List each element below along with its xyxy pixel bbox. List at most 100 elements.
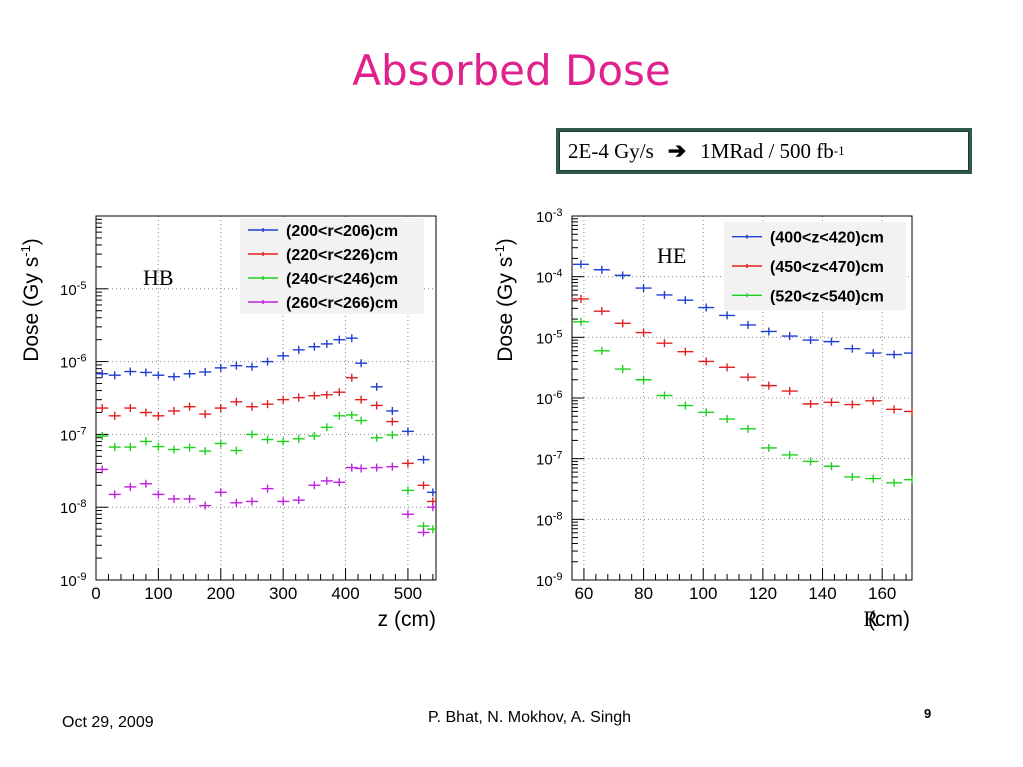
- x-tick-label: 120: [749, 584, 777, 603]
- data-point: [677, 296, 694, 305]
- data-point: [167, 494, 180, 503]
- data-point: [593, 346, 610, 355]
- x-tick-label: 60: [574, 584, 593, 603]
- y-axis-label-main: Dose (Gy s: [494, 257, 517, 362]
- data-point: [230, 361, 243, 370]
- data-point: [96, 404, 109, 413]
- data-point: [139, 479, 152, 488]
- data-point: [698, 408, 715, 417]
- x-tick-label: 200: [207, 584, 235, 603]
- y-axis-label-sup: -1: [492, 245, 507, 257]
- y-tick-base: 10: [60, 282, 77, 299]
- y-tick-label: 10-4: [536, 268, 562, 287]
- footer-authors: P. Bhat, N. Mokhov, A. Singh: [428, 709, 632, 726]
- x-tick-label: 100: [689, 584, 717, 603]
- note-sup: -1: [833, 143, 845, 158]
- data-point: [183, 494, 196, 503]
- data-point: [199, 447, 212, 456]
- data-point: [401, 427, 414, 436]
- data-point: [230, 397, 243, 406]
- right-arrow-icon: ➔: [667, 138, 687, 163]
- note-prefix: 2E-4 Gy/s: [568, 138, 654, 163]
- y-axis-label: Dose (Gy s-1): [492, 238, 517, 362]
- y-tick-exponent: -6: [77, 353, 87, 365]
- data-point: [426, 488, 436, 497]
- data-point: [904, 407, 913, 416]
- data-point: [677, 347, 694, 356]
- data-point: [823, 337, 840, 346]
- panel-label: HE: [657, 243, 686, 268]
- data-point: [333, 478, 346, 487]
- legend-label: (260<r<266)cm: [286, 295, 398, 312]
- data-point: [320, 423, 333, 432]
- data-point: [345, 463, 358, 472]
- data-point: [426, 525, 436, 534]
- data-point: [698, 303, 715, 312]
- data-point: [739, 424, 756, 433]
- conversion-note: 2E-4 Gy/s ➔ 1MRad / 500 fb -1: [559, 131, 969, 171]
- data-point: [199, 410, 212, 419]
- conversion-note-box: 2E-4 Gy/s ➔ 1MRad / 500 fb -1: [556, 128, 972, 174]
- data-point: [802, 336, 819, 345]
- data-point: [719, 415, 736, 424]
- data-point: [183, 443, 196, 452]
- data-point: [417, 528, 430, 537]
- data-point: [108, 443, 121, 452]
- data-point: [656, 391, 673, 400]
- data-point: [802, 457, 819, 466]
- x-tick-label: 300: [269, 584, 297, 603]
- data-point: [124, 443, 137, 452]
- legend-label: (400<z<420)cm: [770, 230, 884, 247]
- panel-label: HB: [143, 265, 174, 290]
- y-tick-exponent: -6: [553, 389, 563, 401]
- y-tick-label: 10-8: [536, 510, 562, 529]
- data-point: [230, 446, 243, 455]
- data-point: [401, 459, 414, 468]
- data-point: [886, 478, 903, 487]
- y-tick-exponent: -9: [77, 571, 87, 583]
- y-tick-base: 10: [60, 355, 77, 372]
- data-point: [370, 433, 383, 442]
- plot-frame: [95, 215, 437, 581]
- data-point: [261, 484, 274, 493]
- y-tick-base: 10: [536, 573, 553, 590]
- data-point: [245, 362, 258, 371]
- legend-label: (220<r<226)cm: [286, 247, 398, 264]
- data-point: [370, 463, 383, 472]
- data-point: [108, 371, 121, 380]
- data-point: [844, 400, 861, 409]
- note-text: 1MRad / 500 fb: [700, 138, 834, 163]
- data-point: [96, 369, 109, 378]
- data-point: [152, 411, 165, 420]
- data-point: [124, 482, 137, 491]
- data-point: [865, 349, 882, 358]
- data-point: [781, 450, 798, 459]
- data-point: [802, 399, 819, 408]
- y-tick-label: 10-7: [536, 450, 562, 469]
- y-tick-base: 10: [536, 512, 553, 529]
- legend-label: (520<z<540)cm: [770, 288, 884, 305]
- y-axis-label-sup: -1: [18, 245, 33, 257]
- y-tick-label: 10-9: [536, 571, 562, 590]
- data-point: [96, 465, 109, 474]
- data-point: [152, 442, 165, 451]
- data-point: [823, 462, 840, 471]
- y-tick-base: 10: [536, 391, 553, 408]
- data-point: [614, 271, 631, 280]
- x-tick-label: 100: [144, 584, 172, 603]
- data-point: [355, 416, 368, 425]
- data-point: [261, 357, 274, 366]
- y-axis-label-main: Dose (Gy s: [20, 257, 43, 362]
- data-point: [698, 357, 715, 366]
- y-tick-base: 10: [536, 209, 553, 226]
- data-point: [183, 402, 196, 411]
- data-point: [308, 391, 321, 400]
- y-tick-exponent: -5: [77, 280, 87, 292]
- data-point: [401, 510, 414, 519]
- data-point: [199, 367, 212, 376]
- data-point: [108, 490, 121, 499]
- data-point: [355, 464, 368, 473]
- data-point: [635, 375, 652, 384]
- data-point: [572, 294, 589, 303]
